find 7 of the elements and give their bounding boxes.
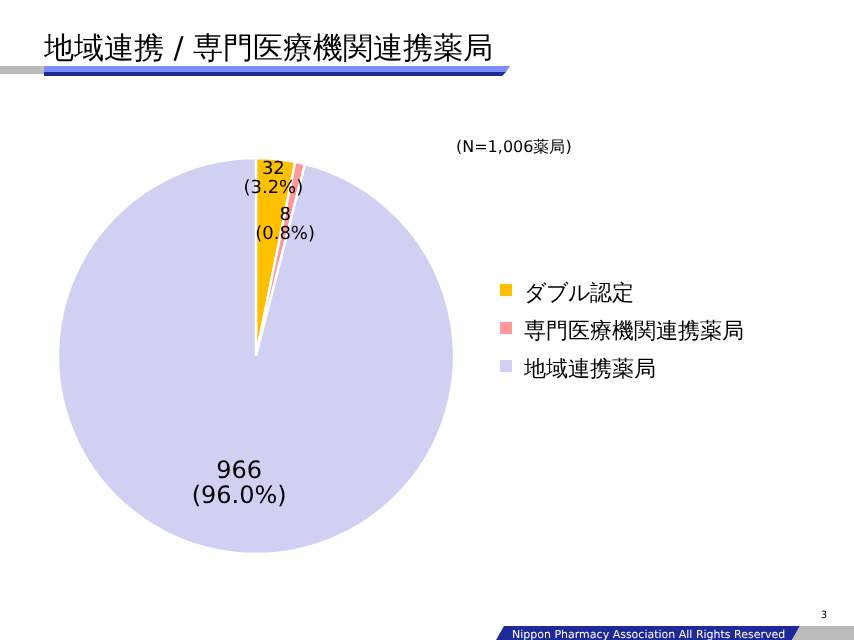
legend-label: ダブル認定 [524,280,634,306]
legend-label: 地域連携薬局 [522,356,656,382]
text: (N=1,006薬局) [456,138,572,156]
legend-label: 専門医療機関連携薬局 [524,318,744,344]
pie-slice [56,156,456,555]
chart-title: 地域連携 / 専門医療機関連携薬局 [42,30,494,66]
data-label: 966 (96.0%) [191,455,287,509]
